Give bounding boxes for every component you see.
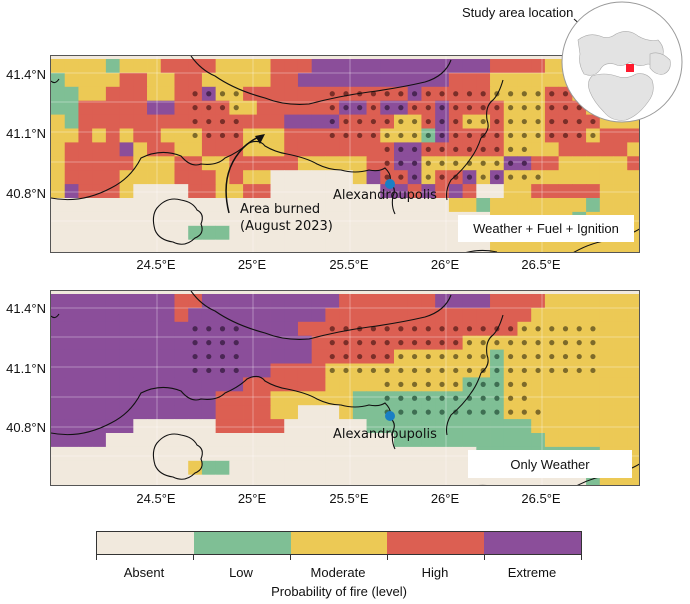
panel-title-box: Weather + Fuel + Ignition bbox=[458, 215, 634, 242]
y-tick-label: 40.8°N bbox=[6, 420, 46, 435]
x-tick-label: 24.5°E bbox=[136, 491, 176, 506]
city-label: Alexandroupolis bbox=[333, 188, 437, 203]
x-tick-label: 25.5°E bbox=[329, 257, 369, 272]
inset-label: Study area location bbox=[462, 5, 574, 20]
y-tick-label: 41.4°N bbox=[6, 67, 46, 82]
colorbar-low bbox=[193, 532, 291, 554]
globe-inset bbox=[561, 1, 683, 123]
colorbar-title: Probability of fire (level) bbox=[271, 584, 407, 599]
colorbar-label: Extreme bbox=[507, 565, 557, 580]
colorbar-extreme bbox=[484, 532, 581, 554]
study-area-marker bbox=[626, 64, 634, 72]
x-tick-label: 25.5°E bbox=[329, 491, 369, 506]
panel-title-box: Only Weather bbox=[468, 450, 632, 478]
x-tick-label: 26°E bbox=[430, 491, 460, 506]
panel-title: Only Weather bbox=[510, 456, 590, 472]
colorbar-moderate bbox=[290, 532, 388, 554]
y-tick-label: 41.1°N bbox=[6, 361, 46, 376]
x-tick-label: 25°E bbox=[237, 491, 267, 506]
x-tick-label: 26°E bbox=[430, 257, 460, 272]
colorbar-label: Low bbox=[229, 565, 253, 580]
colorbar-label: High bbox=[421, 565, 449, 580]
x-tick-label: 25°E bbox=[237, 257, 267, 272]
x-tick-label: 26.5°E bbox=[521, 257, 561, 272]
colorbar-label: Absent bbox=[123, 565, 165, 580]
x-tick-label: 24.5°E bbox=[136, 257, 176, 272]
y-tick-label: 40.8°N bbox=[6, 186, 46, 201]
city-label: Alexandroupolis bbox=[333, 427, 437, 442]
colorbar bbox=[96, 531, 582, 555]
y-tick-label: 41.1°N bbox=[6, 126, 46, 141]
colorbar-absent bbox=[97, 532, 194, 554]
colorbar-high bbox=[387, 532, 485, 554]
y-tick-label: 41.4°N bbox=[6, 301, 46, 316]
colorbar-label: Moderate bbox=[310, 565, 366, 580]
panel-title: Weather + Fuel + Ignition bbox=[473, 221, 619, 236]
x-tick-label: 26.5°E bbox=[521, 491, 561, 506]
burned-area-annotation: Area burned (August 2023) bbox=[240, 202, 333, 234]
